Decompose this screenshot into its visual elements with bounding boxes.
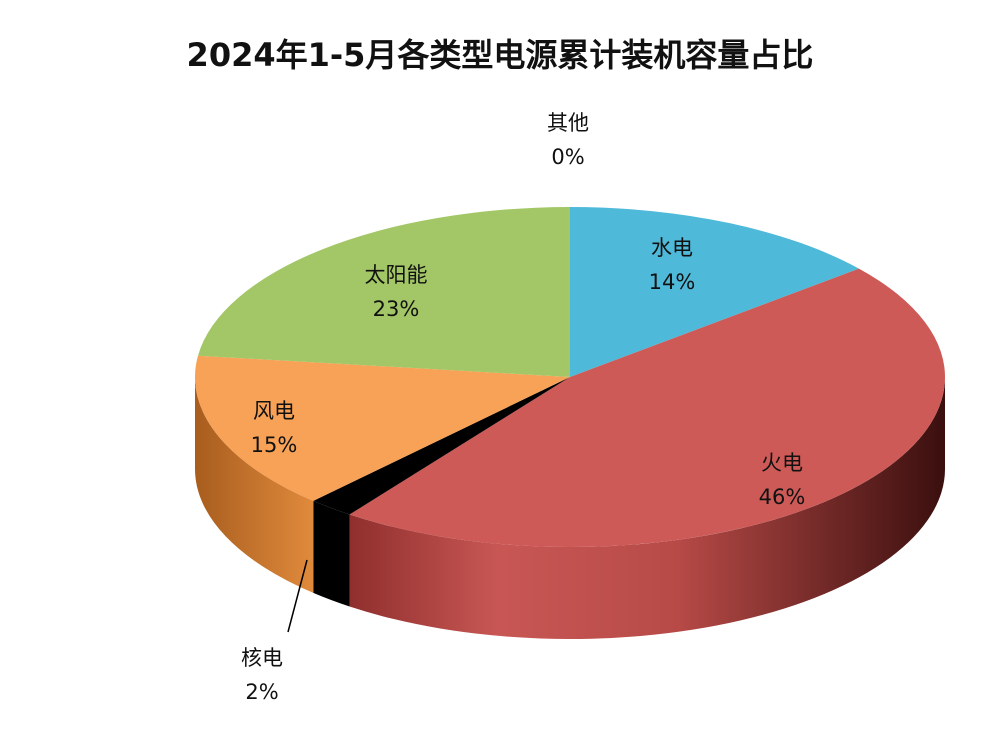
chart-title: 2024年1-5月各类型电源累计装机容量占比	[186, 36, 814, 74]
slice-thermal-name-label: 火电	[761, 451, 803, 475]
slice-solar-name-label: 太阳能	[365, 263, 428, 287]
slice-nuclear	[313, 377, 570, 515]
slice-wind-name-label: 风电	[253, 399, 295, 423]
slice-thermal-value-label: 46%	[759, 485, 806, 509]
nuclear-leader-line	[287, 559, 308, 633]
slice-hydro-name-label: 水电	[651, 236, 693, 260]
slice-solar	[197, 207, 571, 377]
slice-thermal	[349, 268, 946, 548]
slice-nuclear-side	[313, 500, 350, 607]
slice-other-value-label: 0%	[551, 145, 584, 169]
slice-hydro	[570, 207, 859, 377]
slice-thermal-side	[349, 377, 945, 639]
slice-hydro-value-label: 14%	[649, 270, 696, 294]
slice-other-name-label: 其他	[547, 111, 589, 135]
slice-wind-side	[195, 377, 314, 593]
slice-solar-value-label: 23%	[373, 297, 420, 321]
slice-wind	[194, 355, 570, 501]
slice-nuclear-name-label: 核电	[241, 646, 283, 670]
slice-wind-value-label: 15%	[251, 433, 298, 457]
slice-nuclear-value-label: 2%	[245, 680, 278, 704]
